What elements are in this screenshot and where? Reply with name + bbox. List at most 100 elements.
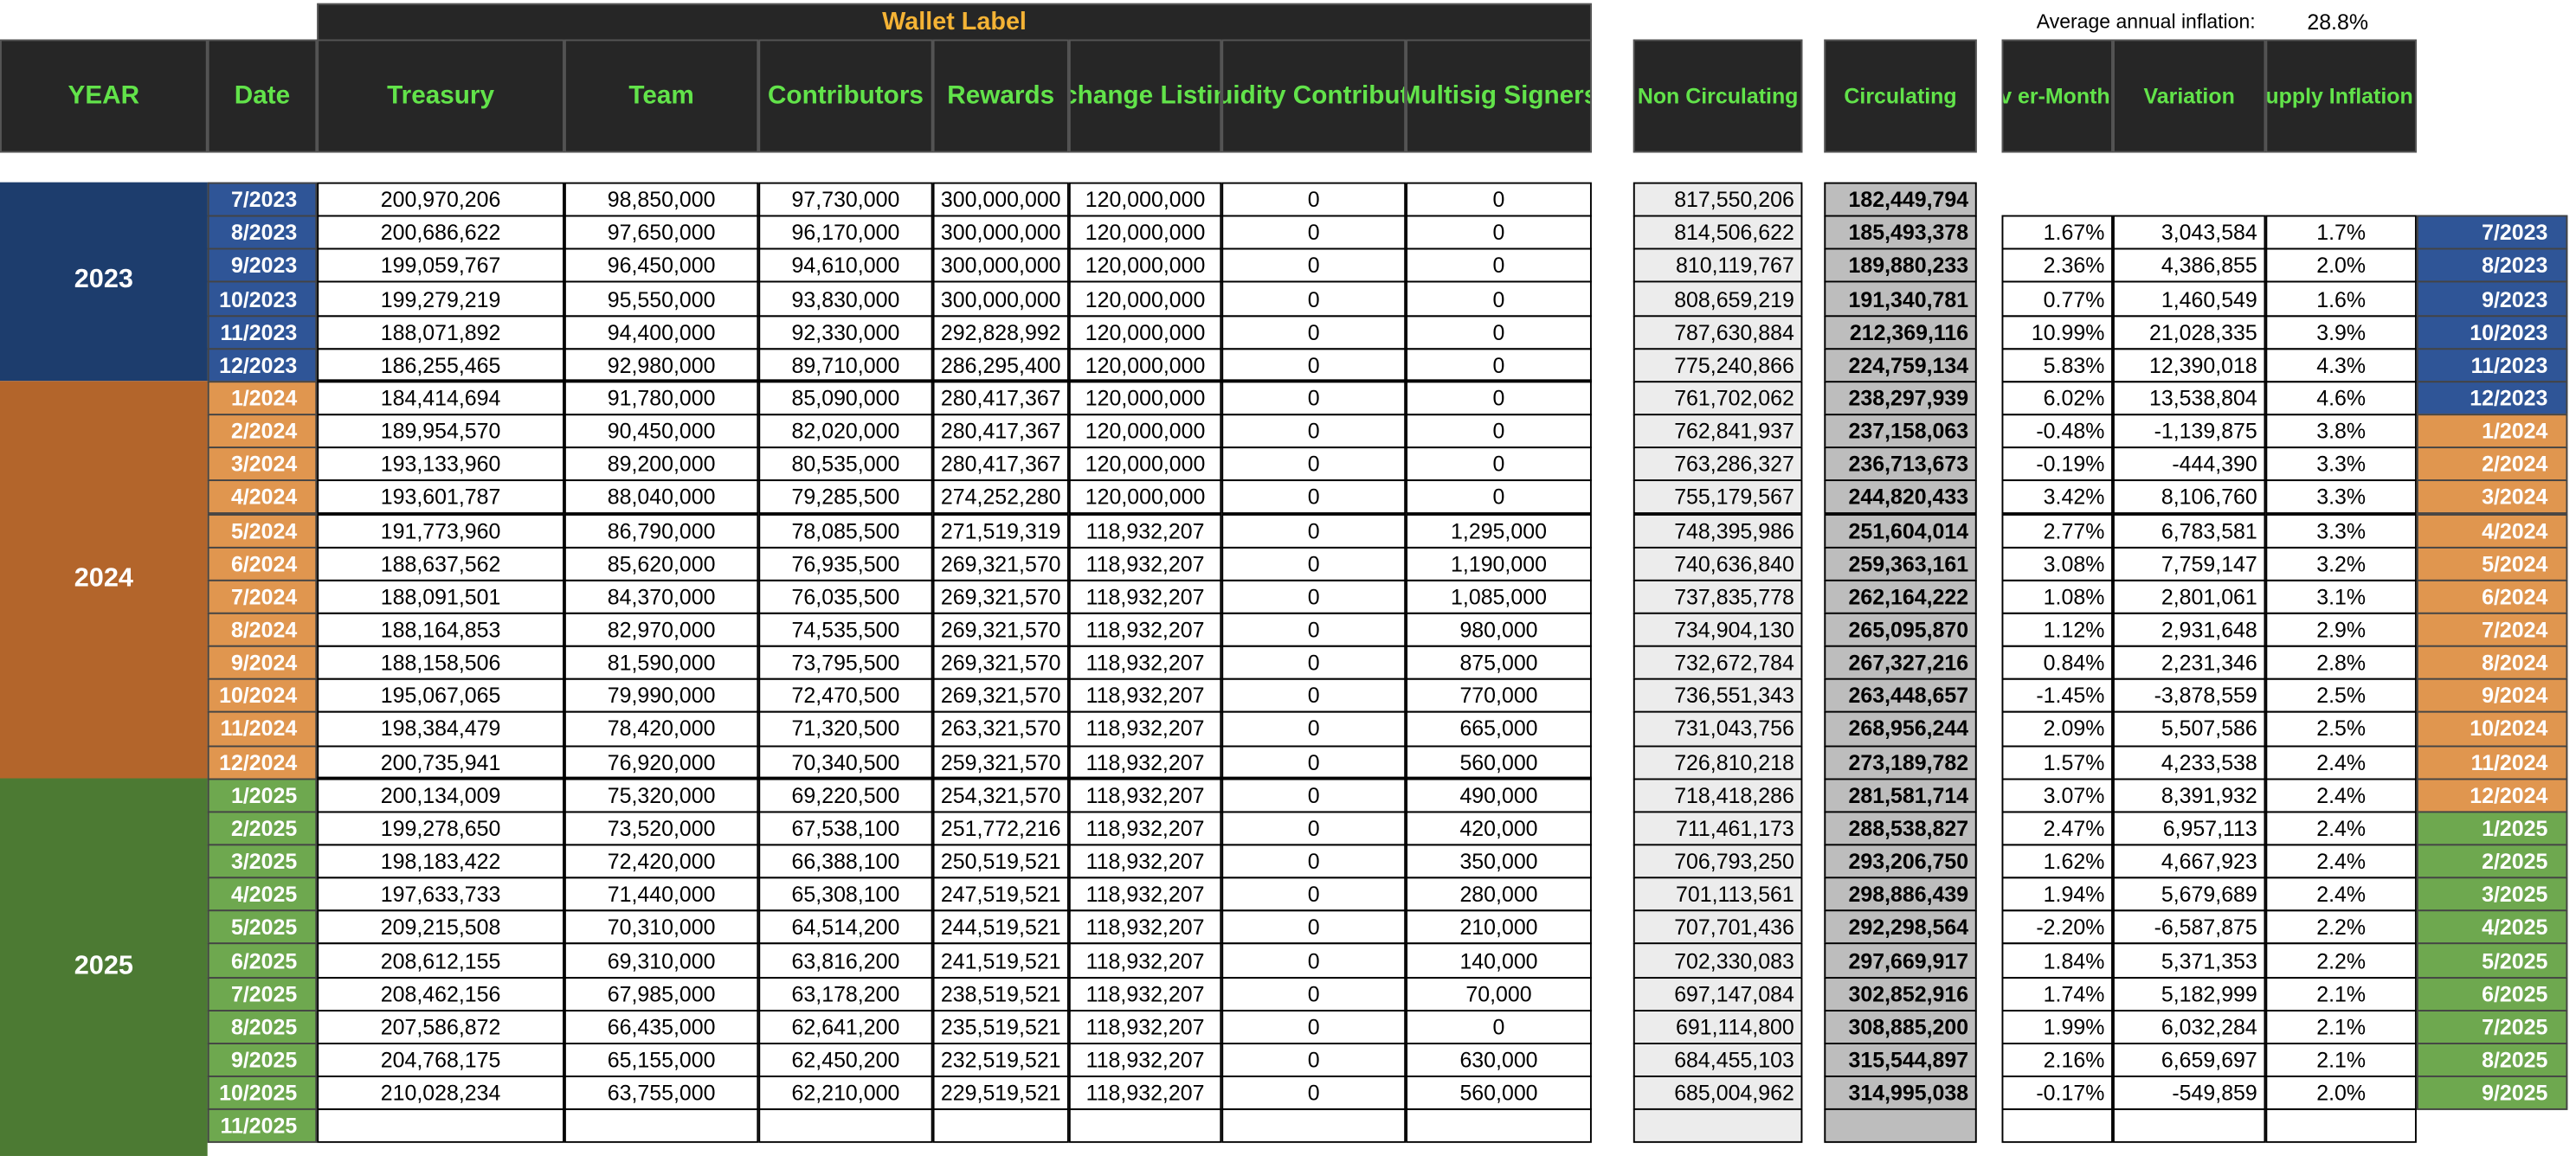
data-cell: 6,032,284	[2112, 1009, 2266, 1044]
data-cell: 0	[1406, 1009, 1592, 1044]
data-cell: 2.9%	[2265, 612, 2417, 647]
data-cell: 71,440,000	[564, 877, 759, 912]
data-cell: 70,340,500	[758, 744, 933, 780]
data-cell: 315,544,897	[1824, 1042, 1977, 1077]
data-cell: 193,601,787	[317, 479, 564, 515]
average-value: 28.8%	[2307, 10, 2369, 35]
year-separator	[317, 776, 1592, 780]
data-cell: 810,119,767	[1633, 248, 1803, 284]
prior-date-cell: 4/2024	[2416, 513, 2568, 549]
data-cell: 198,384,479	[317, 711, 564, 747]
data-cell: 2.0%	[2265, 248, 2417, 284]
date-cell: 3/2024	[207, 446, 318, 482]
data-cell: 70,000	[1406, 976, 1592, 1012]
data-cell: 0	[1221, 976, 1407, 1012]
data-cell: 0	[1221, 513, 1407, 549]
data-cell: 97,730,000	[758, 182, 933, 217]
data-cell: 0	[1221, 414, 1407, 449]
data-cell: 75,320,000	[564, 777, 759, 813]
data-cell	[932, 1108, 1069, 1144]
data-cell: 200,134,009	[317, 777, 564, 813]
data-cell: 740,636,840	[1633, 546, 1803, 581]
column-header: Date	[207, 39, 318, 153]
data-cell: 748,395,986	[1633, 513, 1803, 549]
data-cell: 237,158,063	[1824, 414, 1977, 449]
data-cell: -3,878,559	[2112, 678, 2266, 714]
data-cell: 1.67%	[2001, 215, 2113, 250]
data-cell: 208,612,155	[317, 943, 564, 979]
data-cell: 2.4%	[2265, 877, 2417, 912]
data-cell: 269,321,570	[932, 612, 1069, 647]
date-cell: 11/2025	[207, 1108, 318, 1144]
data-cell: 186,255,465	[317, 347, 564, 382]
data-cell: 0	[1406, 381, 1592, 416]
data-cell: 684,455,103	[1633, 1042, 1803, 1077]
data-cell	[758, 1108, 933, 1144]
data-cell: 350,000	[1406, 844, 1592, 879]
date-cell: 8/2023	[207, 215, 318, 250]
data-cell: -2.20%	[2001, 909, 2113, 946]
data-cell: 251,604,014	[1824, 513, 1977, 549]
data-cell: 0.84%	[2001, 645, 2113, 681]
data-cell: 118,932,207	[1068, 877, 1222, 912]
data-cell: 118,932,207	[1068, 811, 1222, 846]
data-cell: 490,000	[1406, 777, 1592, 813]
data-cell: 817,550,206	[1633, 182, 1803, 217]
prior-date-cell: 12/2024	[2416, 777, 2568, 813]
date-cell: 2/2025	[207, 811, 318, 846]
data-cell: 8,106,760	[2112, 479, 2266, 515]
data-cell: 200,686,622	[317, 215, 564, 250]
data-cell: 2.5%	[2265, 711, 2417, 747]
data-cell: 76,920,000	[564, 744, 759, 780]
data-cell: 3.1%	[2265, 579, 2417, 614]
data-cell: 254,321,570	[932, 777, 1069, 813]
data-cell: 76,935,500	[758, 546, 933, 581]
data-cell: 67,985,000	[564, 976, 759, 1012]
data-cell: 195,067,065	[317, 678, 564, 714]
data-cell: 3.9%	[2265, 314, 2417, 350]
data-cell: 10.99%	[2001, 314, 2113, 350]
data-cell: 120,000,000	[1068, 182, 1222, 217]
data-cell: 2.36%	[2001, 248, 2113, 284]
data-cell: 92,330,000	[758, 314, 933, 350]
data-cell: 267,327,216	[1824, 645, 1977, 681]
data-cell: 184,414,694	[317, 381, 564, 416]
date-cell: 8/2024	[207, 612, 318, 647]
data-cell: 300,000,000	[932, 281, 1069, 317]
prior-date-cell: 8/2024	[2416, 645, 2568, 681]
data-cell: 88,040,000	[564, 479, 759, 515]
prior-date-cell: 12/2023	[2416, 381, 2568, 416]
data-cell: 737,835,778	[1633, 579, 1803, 614]
data-cell: 95,550,000	[564, 281, 759, 317]
date-cell: 9/2023	[207, 248, 318, 284]
data-cell: 236,713,673	[1824, 446, 1977, 482]
data-cell: 120,000,000	[1068, 248, 1222, 284]
data-cell: 787,630,884	[1633, 314, 1803, 350]
data-cell: 244,820,433	[1824, 479, 1977, 515]
date-cell: 1/2025	[207, 777, 318, 813]
data-cell: 0	[1221, 446, 1407, 482]
year-cell: 2023	[0, 182, 208, 382]
data-cell: 560,000	[1406, 1076, 1592, 1111]
date-cell: 8/2025	[207, 1009, 318, 1044]
data-cell: 269,321,570	[932, 645, 1069, 681]
data-cell: 118,932,207	[1068, 645, 1222, 681]
data-cell: 269,321,570	[932, 579, 1069, 614]
data-cell: 96,170,000	[758, 215, 933, 250]
data-cell: 274,252,280	[932, 479, 1069, 515]
data-cell: 0	[1221, 877, 1407, 912]
data-cell: 251,772,216	[932, 811, 1069, 846]
data-cell: 224,759,134	[1824, 347, 1977, 382]
data-cell: 118,932,207	[1068, 777, 1222, 813]
data-cell: 2.4%	[2265, 744, 2417, 780]
column-header: Month-ov er-Month inflation	[2001, 39, 2113, 153]
data-cell: 120,000,000	[1068, 281, 1222, 317]
data-cell: 732,672,784	[1633, 645, 1803, 681]
data-cell: 118,932,207	[1068, 711, 1222, 747]
data-cell: 1,460,549	[2112, 281, 2266, 317]
data-cell: 6.02%	[2001, 381, 2113, 416]
prior-date-cell: 2/2025	[2416, 844, 2568, 879]
data-cell: 91,780,000	[564, 381, 759, 416]
data-cell: 5,182,999	[2112, 976, 2266, 1012]
data-cell: 212,369,116	[1824, 314, 1977, 350]
